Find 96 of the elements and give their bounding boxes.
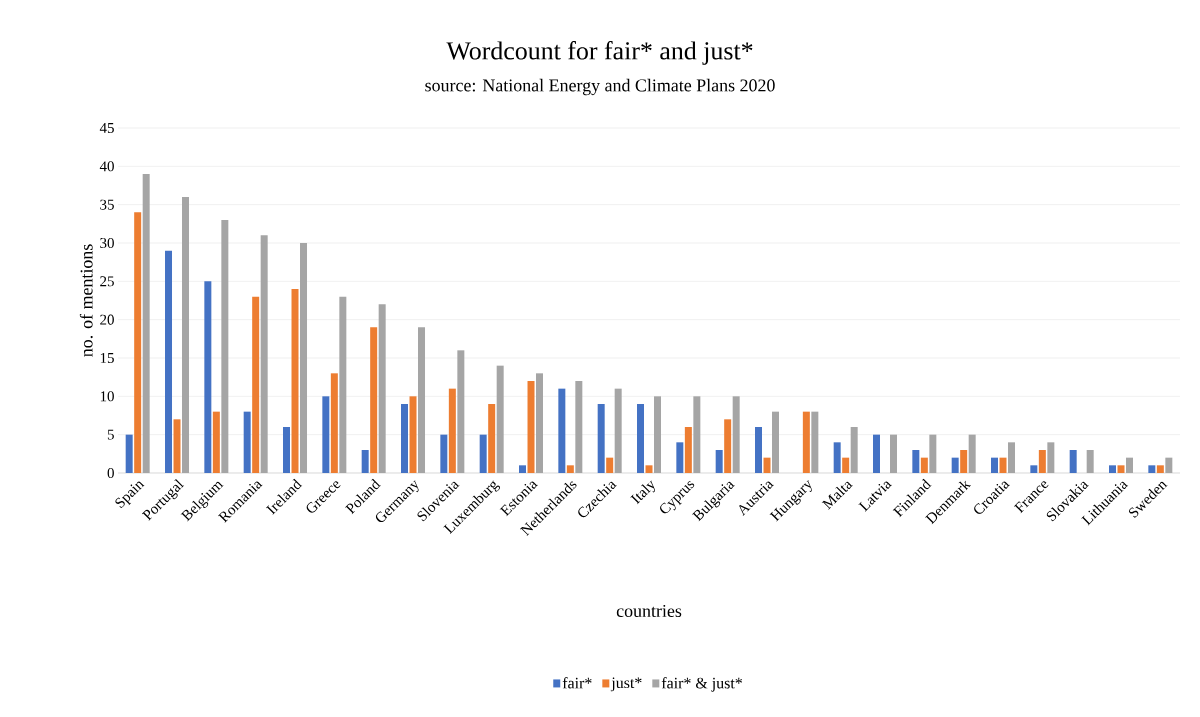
bar <box>142 173 150 473</box>
y-tick-label: 20 <box>100 314 114 325</box>
bar <box>173 419 181 473</box>
bar <box>1038 449 1046 473</box>
bar <box>536 373 544 473</box>
bar <box>488 403 496 473</box>
bar <box>165 250 173 473</box>
bar <box>614 388 622 473</box>
legend-label: just* <box>610 677 642 692</box>
bar <box>597 403 605 473</box>
x-axis-title: countries <box>616 604 682 617</box>
bar <box>890 434 898 473</box>
bar <box>212 411 220 473</box>
y-tick-label: 10 <box>100 391 114 402</box>
bar <box>968 434 976 473</box>
bar <box>440 434 448 473</box>
bar <box>951 457 959 473</box>
bar <box>1069 449 1077 473</box>
bar <box>204 281 212 473</box>
bar <box>291 288 299 473</box>
bar <box>260 235 268 473</box>
bar <box>378 304 386 473</box>
bar <box>684 426 692 473</box>
bar <box>1156 465 1164 473</box>
bar <box>361 449 369 473</box>
y-tick-label: 15 <box>100 352 114 363</box>
bar <box>252 296 260 473</box>
bar <box>920 457 928 473</box>
bar <box>676 442 684 473</box>
y-tick-label: 45 <box>99 123 114 133</box>
legend-label: fair* <box>562 677 592 689</box>
x-tick-label: Italy <box>630 480 655 505</box>
bar <box>519 465 527 473</box>
bar <box>724 419 732 473</box>
bar <box>912 449 920 473</box>
bar <box>1008 442 1016 473</box>
bar <box>1030 465 1038 473</box>
bar <box>873 434 881 473</box>
bar <box>763 457 771 473</box>
y-tick-label: 5 <box>107 429 114 440</box>
bar <box>802 411 810 473</box>
bar <box>479 434 487 473</box>
bar <box>654 396 662 473</box>
bar <box>1086 449 1094 473</box>
bar <box>370 327 378 473</box>
bar <box>496 365 504 473</box>
y-axis-title: no. of mentions <box>79 244 93 357</box>
bar <box>991 457 999 473</box>
bar <box>850 426 858 473</box>
y-tick-label: 30 <box>100 237 114 249</box>
bar <box>322 396 330 473</box>
bar <box>732 396 740 473</box>
bar <box>1148 465 1156 473</box>
bar <box>1047 442 1055 473</box>
bar <box>558 388 566 473</box>
bar <box>1126 457 1134 473</box>
bar <box>300 242 308 473</box>
bar <box>772 411 780 473</box>
bar <box>182 196 190 473</box>
bar <box>409 396 417 473</box>
y-tick-label: 35 <box>100 199 114 210</box>
bar <box>1109 465 1117 473</box>
bar <box>755 426 763 473</box>
bar <box>637 403 645 473</box>
chart-subtitle: source: National Energy and Climate Plans 2020 <box>425 78 775 96</box>
bar <box>999 457 1007 473</box>
y-tick-label: 0 <box>107 467 114 479</box>
bar <box>960 449 968 473</box>
bar <box>134 212 142 473</box>
bar <box>1165 457 1173 473</box>
bar <box>929 434 937 473</box>
bar <box>457 350 465 473</box>
legend-label: fair* & just* <box>661 677 742 692</box>
bar <box>448 388 456 473</box>
bar <box>221 219 229 473</box>
bar <box>575 380 583 473</box>
bar <box>125 434 133 473</box>
bar <box>566 465 574 473</box>
bar <box>330 373 338 473</box>
chart-title: Wordcount for fair* and just* <box>446 41 753 65</box>
bar <box>283 426 291 473</box>
bar <box>715 449 723 473</box>
bar <box>811 411 819 473</box>
bar <box>842 457 850 473</box>
y-tick-label: 40 <box>99 161 114 172</box>
bar <box>693 396 701 473</box>
bar <box>1117 465 1125 473</box>
bar <box>243 411 251 473</box>
bar <box>833 442 841 473</box>
bar <box>606 457 614 473</box>
bar <box>401 403 409 473</box>
y-tick-label: 25 <box>100 276 114 287</box>
bar <box>339 296 347 473</box>
bar <box>418 327 426 473</box>
bar <box>527 380 535 473</box>
bar <box>645 465 653 473</box>
